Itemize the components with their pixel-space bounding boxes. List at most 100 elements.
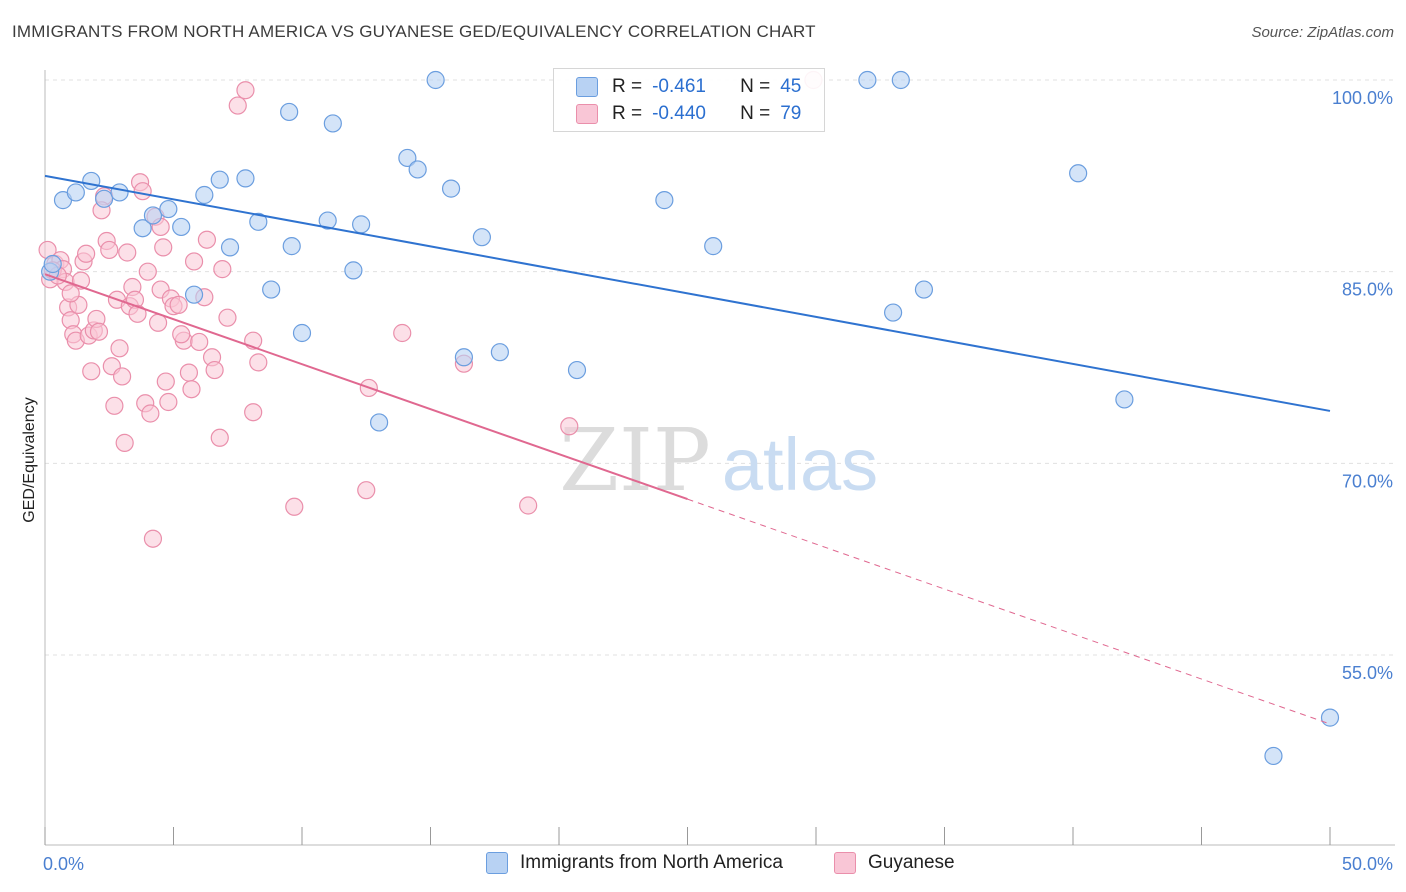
y-tick-label: 85.0% <box>1342 280 1393 300</box>
data-point-guyanese <box>133 182 152 201</box>
data-point-guyanese <box>169 295 188 314</box>
legend-r-value: -0.461 <box>652 76 706 97</box>
data-point-guyanese <box>519 496 538 515</box>
data-point-north-america <box>195 185 214 205</box>
data-point-guyanese <box>61 284 80 303</box>
data-point-guyanese <box>118 243 137 262</box>
data-point-north-america <box>370 413 389 432</box>
stats-legend: R = -0.461 N = 45 R = -0.440 N = 79 <box>553 68 825 132</box>
data-point-north-america <box>172 217 191 237</box>
data-point-guyanese <box>205 360 224 380</box>
data-point-north-america <box>567 360 587 380</box>
data-point-north-america <box>352 215 371 234</box>
trend-lines <box>44 174 1331 725</box>
data-point-north-america <box>318 211 337 230</box>
data-point-guyanese <box>105 396 124 415</box>
data-point-guyanese <box>112 367 132 386</box>
legend-swatch-pink <box>576 104 598 124</box>
data-point-guyanese <box>77 244 96 263</box>
data-point-north-america <box>408 160 427 179</box>
data-point-north-america <box>1115 390 1134 409</box>
legend-label-north-america: Immigrants from North America <box>520 852 783 873</box>
data-point-guyanese <box>156 372 175 391</box>
data-point-north-america <box>249 212 268 231</box>
data-point-guyanese <box>184 252 204 271</box>
watermark-atlas: atlas <box>722 423 878 506</box>
legend-swatch-pink <box>834 852 856 874</box>
data-point-north-america <box>43 254 62 274</box>
data-point-north-america <box>292 323 312 343</box>
data-point-guyanese <box>357 481 376 500</box>
data-point-north-america <box>891 70 910 90</box>
tick-labels: 55.0% 70.0% 85.0% 100.0% 0.0% 50.0% <box>43 88 1393 874</box>
data-point-north-america <box>220 238 240 257</box>
data-point-north-america <box>1264 746 1283 766</box>
data-point-guyanese <box>115 433 134 452</box>
data-point-guyanese <box>213 260 232 279</box>
x-tick-label: 0.0% <box>43 854 84 874</box>
data-point-north-america <box>883 303 903 322</box>
data-point-north-america <box>82 171 101 191</box>
legend-item-guyanese[interactable]: Guyanese <box>834 852 955 874</box>
data-point-north-america <box>344 261 363 280</box>
legend-n-label: N = <box>740 76 771 97</box>
trend-line-north-america <box>44 174 1331 412</box>
data-point-north-america <box>143 206 163 225</box>
data-point-north-america <box>159 199 178 219</box>
data-point-guyanese <box>190 332 209 352</box>
data-point-north-america <box>655 191 674 210</box>
trend-line-guyanese-extension <box>687 498 1331 725</box>
north-america-points <box>41 70 1340 766</box>
data-point-north-america <box>282 237 301 256</box>
legend-r-label: R = <box>612 76 643 97</box>
data-point-guyanese <box>154 238 173 257</box>
legend-swatch-blue <box>576 77 598 97</box>
axes <box>44 70 1395 846</box>
gridlines <box>45 79 1395 656</box>
data-point-guyanese <box>228 96 247 115</box>
data-point-north-america <box>858 70 877 90</box>
data-point-north-america <box>95 189 114 208</box>
legend-n-value: 45 <box>780 76 802 97</box>
data-point-north-america <box>914 280 934 299</box>
data-point-north-america <box>262 280 281 299</box>
data-point-north-america <box>323 114 342 133</box>
legend-label-guyanese: Guyanese <box>868 852 955 873</box>
data-point-guyanese <box>249 353 268 372</box>
data-point-north-america <box>704 237 723 256</box>
data-point-guyanese <box>172 325 191 344</box>
data-point-north-america <box>133 219 152 238</box>
data-point-north-america <box>184 285 204 304</box>
data-point-north-america <box>236 169 255 188</box>
data-point-guyanese <box>141 404 160 423</box>
legend-row-guyanese: R = -0.440 N = 79 <box>576 101 801 127</box>
watermark: ZIP atlas <box>559 411 878 511</box>
y-tick-label: 70.0% <box>1342 471 1393 491</box>
y-tick-label: 55.0% <box>1342 663 1393 683</box>
watermark-zip: ZIP <box>559 411 711 511</box>
data-point-north-america <box>454 348 474 367</box>
data-point-north-america <box>1320 708 1340 727</box>
data-point-north-america <box>426 70 445 90</box>
data-point-north-america <box>398 148 417 168</box>
source-label: Source: ZipAtlas.com <box>1251 24 1394 41</box>
data-point-guyanese <box>218 308 237 327</box>
data-point-guyanese <box>128 304 147 323</box>
data-point-guyanese <box>82 362 101 381</box>
legend-swatch-blue <box>486 852 508 874</box>
data-point-north-america <box>490 343 509 362</box>
data-point-north-america <box>441 179 461 198</box>
legend-r-value: -0.440 <box>652 103 706 124</box>
data-point-north-america <box>210 170 229 189</box>
x-tick-label: 50.0% <box>1342 854 1393 874</box>
data-point-guyanese <box>143 529 163 548</box>
legend-n-label: N = <box>740 103 771 124</box>
legend-item-north-america[interactable]: Immigrants from North America <box>486 852 783 874</box>
data-point-north-america <box>472 228 491 247</box>
data-point-guyanese <box>110 339 129 358</box>
data-point-north-america <box>110 183 129 202</box>
data-point-guyanese <box>138 262 157 281</box>
data-point-north-america <box>1069 164 1088 183</box>
trend-line-guyanese <box>44 273 688 501</box>
legend-n-value: 79 <box>780 103 802 124</box>
